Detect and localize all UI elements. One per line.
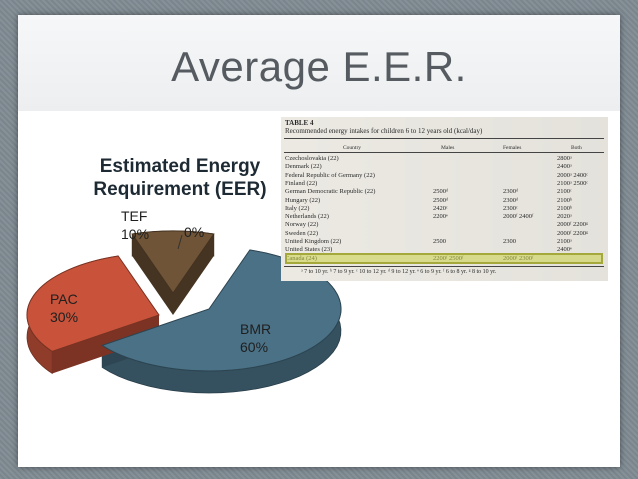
table-cell-both: 2020ᵃ: [557, 213, 572, 221]
table-row: German Democratic Republic (22) 2500ᵈ 2300…: [285, 188, 605, 196]
table-row: Federal Republic of Germany (22) 2000ᵃ 24…: [285, 172, 605, 180]
table-cell-both: 2100ᵃ 2500ᶜ: [557, 179, 589, 187]
table-cell-males: 2420ᶜ: [433, 204, 448, 212]
table-cell-both: 2000ᵃ 2400ᶜ: [557, 171, 589, 179]
table-cell-country: German Democratic Republic (22): [285, 188, 376, 196]
column-header-males: Males: [441, 145, 455, 151]
table-cell-country: Hungary (22): [285, 196, 321, 204]
table-cell-females: 2300ᵈ: [503, 188, 519, 196]
table-row: United States (23) 2400ᵉ: [285, 246, 605, 254]
table-cell-both: 2100ᵃ: [557, 238, 572, 245]
table-bottom-rule: [284, 266, 604, 267]
title-band: [18, 15, 620, 111]
bmr-label: BMR 60%: [240, 321, 272, 355]
table-footnote: ᵃ 7 to 10 yr. ᵇ 7 to 9 yr. ᶜ 10 to 12 yr…: [301, 269, 497, 275]
tef-label: TEF 10%: [121, 208, 150, 242]
table-cell-females: 2300: [503, 238, 516, 245]
pie-wall-tef-0: [132, 234, 173, 315]
column-header-females: Females: [503, 145, 522, 151]
table-row: United Kingdom (22) 2500 2300 2100ᵃ: [285, 238, 605, 246]
pie-slice-pac: [26, 255, 160, 352]
table-row: Norway (22) 2000ᶠ 2200ᵍ: [285, 221, 605, 229]
table-cell-both: 2000ᶠ 2200ᵍ: [557, 229, 588, 237]
table-cell-both: 2100ᵇ: [557, 204, 573, 212]
table-cell-both: 2400ᵃ: [557, 163, 572, 171]
table-cell-country: United States (23): [285, 246, 333, 254]
table-row: Sweden (22) 2000ᶠ 2200ᵍ: [285, 230, 605, 238]
table-cell-both: 2800ᵃ: [557, 155, 572, 162]
table-row: Hungary (22) 2500ᵈ 2300ᵈ 2100ᵇ: [285, 197, 605, 205]
table-cell-females: 2000ᶠ 2400ᶠ: [503, 213, 534, 221]
table-cell-country: Czechoslovakia (22): [285, 155, 339, 162]
zero-label: 0%: [184, 224, 205, 240]
pie-wall-tef-1: [173, 234, 214, 315]
table-cell-country: Norway (22): [285, 221, 319, 229]
table-cell-males: 2200ᵉ: [433, 213, 448, 221]
table-row: Czechoslovakia (22) 2800ᵃ: [285, 155, 605, 163]
table-cell-females: 2300ᵈ: [503, 196, 519, 204]
slide: Average E.E.R. Estimated Energy Requirem…: [18, 15, 620, 467]
pac-label: PAC 30%: [50, 291, 79, 325]
united-states-highlight: [285, 253, 603, 264]
table-header-rule: [284, 152, 604, 153]
table-cell-males: 2500ᵈ: [433, 188, 449, 196]
column-header-country: Country: [343, 145, 362, 151]
pie-wall-bmr-1: [102, 309, 209, 368]
table-cell-both: 2100ᵇ: [557, 196, 573, 204]
table-cell-country: Netherlands (22): [285, 213, 329, 221]
table-row: Denmark (22) 2400ᵃ: [285, 163, 605, 171]
table-row: Finland (22) 2100ᵃ 2500ᶜ: [285, 180, 605, 188]
slide-title: Average E.E.R.: [171, 43, 467, 90]
pie-wall-bmr-0: [209, 250, 250, 331]
table-cell-females: 2300ᶜ: [503, 204, 518, 212]
table-cell-country: Finland (22): [285, 179, 318, 187]
energy-intake-table: TABLE 4 Recommended energy intakes for c…: [281, 117, 608, 281]
table-cell-males: 2500ᵈ: [433, 196, 449, 204]
table-cell-country: Italy (22): [285, 204, 310, 212]
table-cell-country: Federal Republic of Germany (22): [285, 171, 375, 179]
table-top-rule: [284, 138, 604, 139]
column-header-both: Both: [571, 145, 582, 151]
table-caption-number: TABLE 4: [285, 119, 314, 127]
chart-title: Estimated Energy Requirement (EER): [80, 155, 280, 201]
zero-leader-line: [177, 234, 183, 250]
table-caption-text: Recommended energy intakes for children …: [285, 127, 483, 135]
table-cell-both: 2400ᵉ: [557, 246, 572, 254]
table-row: Italy (22) 2420ᶜ 2300ᶜ 2100ᵇ: [285, 205, 605, 213]
table-cell-both: 2000ᶠ 2200ᵍ: [557, 221, 588, 229]
table-cell-country: Denmark (22): [285, 163, 322, 171]
table-cell-country: United Kingdom (22): [285, 238, 342, 245]
chart-title-line2: Requirement (EER): [93, 179, 267, 200]
table-row: Netherlands (22) 2200ᵉ 2000ᶠ 2400ᶠ 2020ᵃ: [285, 213, 605, 221]
chart-title-line1: Estimated Energy: [99, 156, 261, 177]
table-cell-males: 2500: [433, 238, 446, 245]
pie-wall-pac-1: [118, 256, 159, 337]
table-cell-country: Sweden (22): [285, 229, 319, 237]
table-cell-both: 2100ᶜ: [557, 188, 572, 196]
